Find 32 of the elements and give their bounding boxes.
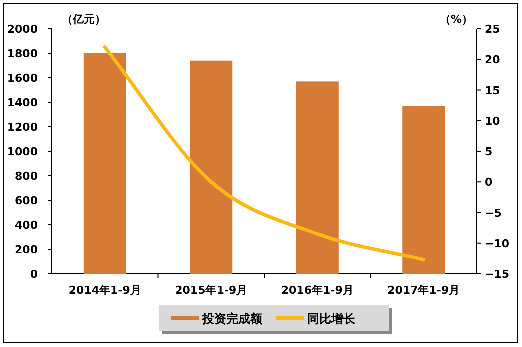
legend-label: 投资完成额 [202, 312, 264, 326]
y2-tick-label: −15 [485, 268, 510, 281]
y-tick-label: 1400 [7, 96, 38, 110]
y-tick-label: 2000 [7, 23, 38, 36]
y-tick-label: 1200 [7, 121, 38, 134]
bar [84, 54, 126, 274]
y2-tick-label: 15 [485, 84, 500, 98]
y2-tick-label: −5 [485, 206, 502, 220]
y-tick-label: 1000 [7, 146, 38, 158]
y2-tick-label: 20 [485, 54, 501, 67]
x-tick-label: 2016年1-9月 [281, 284, 354, 297]
y2-tick-label: 10 [485, 114, 501, 128]
y-axis-title: （亿元） [62, 13, 106, 26]
y2-tick-label: 25 [485, 23, 500, 36]
x-tick-label: 2015年1-9月 [175, 284, 248, 297]
x-tick-label: 2014年1-9月 [68, 284, 142, 297]
y2-tick-label: −10 [485, 237, 510, 250]
y-tick-label: 1600 [7, 72, 38, 85]
y-tick-label: 1800 [7, 48, 38, 60]
y-tick-label: 600 [15, 194, 38, 208]
y-tick-label: 400 [15, 219, 38, 232]
y-tick-label: 800 [15, 170, 38, 183]
y2-axis-title: （%） [440, 13, 473, 26]
bar [296, 82, 339, 274]
bar [402, 106, 446, 274]
y-tick-label: 200 [15, 244, 38, 256]
y2-tick-label: 0 [485, 176, 493, 190]
legend-label: 同比增长 [308, 312, 356, 326]
x-tick-label: 2017年1-9月 [388, 284, 460, 297]
bar [190, 60, 233, 274]
y2-tick-label: 5 [485, 146, 493, 158]
y-tick-label: 0 [30, 268, 38, 281]
